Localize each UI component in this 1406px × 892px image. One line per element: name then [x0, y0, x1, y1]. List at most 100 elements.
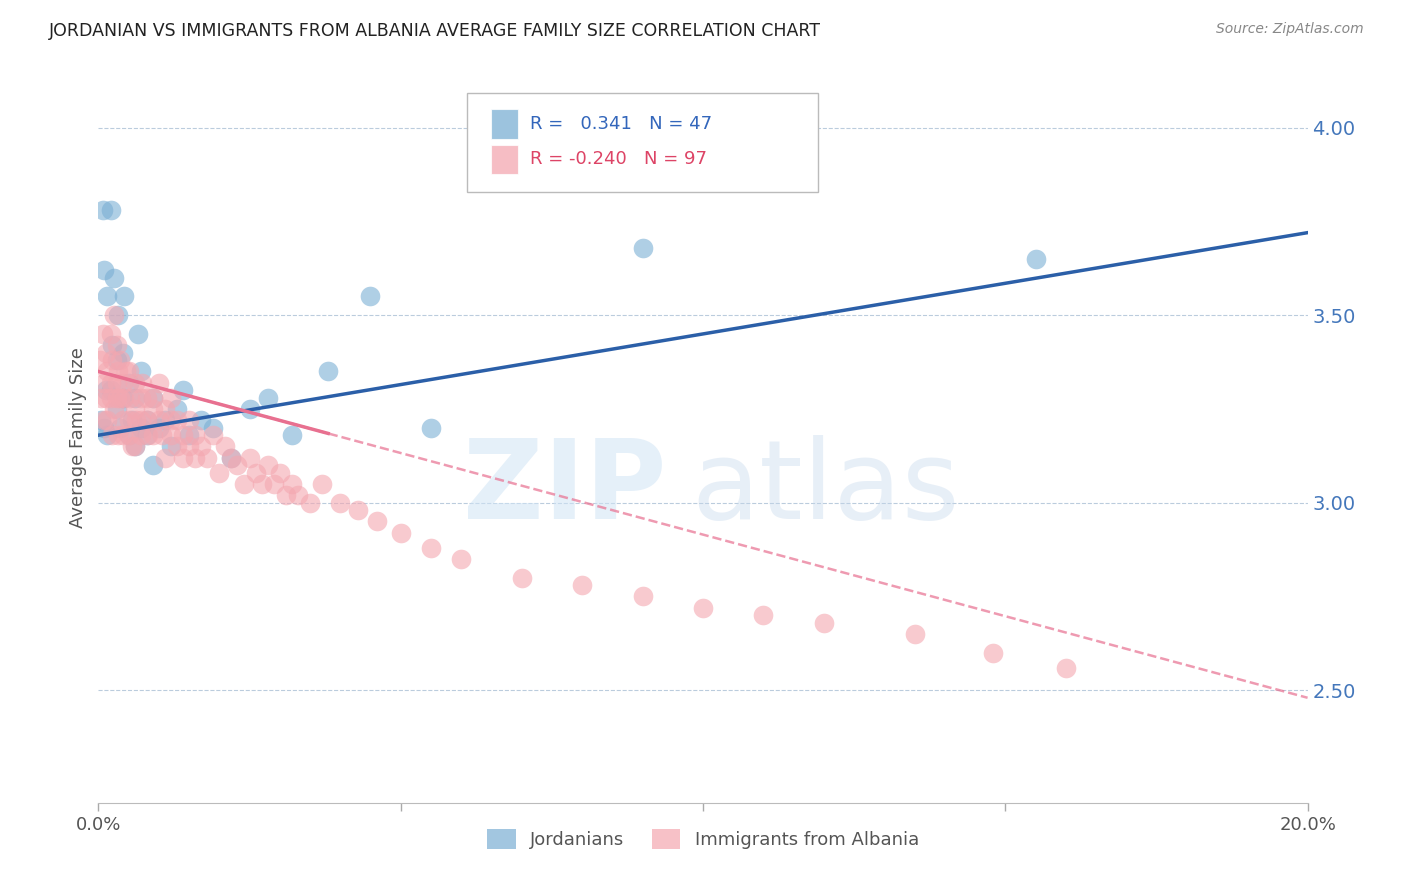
Point [184, 450, 207, 465]
Point [208, 466, 231, 480]
Point [221, 450, 243, 465]
Text: R =   0.341   N = 47: R = 0.341 N = 47 [530, 115, 713, 133]
Y-axis label: Average Family Size: Average Family Size [69, 347, 87, 527]
Point [135, 428, 157, 442]
Point [1024, 252, 1046, 266]
Point [172, 428, 194, 442]
Point [179, 428, 201, 442]
Point [692, 600, 714, 615]
Point [111, 413, 134, 427]
Point [105, 338, 128, 352]
Point [129, 391, 152, 405]
Point [1054, 661, 1077, 675]
Point [91, 203, 114, 218]
Point [450, 552, 472, 566]
Point [90, 391, 112, 405]
Point [150, 428, 173, 442]
FancyBboxPatch shape [467, 94, 818, 192]
FancyBboxPatch shape [492, 145, 517, 174]
Point [124, 376, 146, 390]
Point [124, 401, 146, 416]
Point [118, 391, 141, 405]
Point [631, 590, 654, 604]
Point [389, 525, 412, 540]
Point [981, 646, 1004, 660]
Point [179, 440, 201, 454]
Point [129, 364, 152, 378]
Point [281, 428, 304, 442]
Point [142, 401, 165, 416]
Point [136, 428, 159, 442]
Point [118, 376, 141, 390]
Point [256, 391, 278, 405]
Point [111, 345, 134, 359]
Point [226, 458, 249, 473]
Point [287, 488, 309, 502]
Point [96, 289, 118, 303]
Point [124, 391, 146, 405]
Point [111, 376, 134, 390]
Point [105, 391, 128, 405]
Point [121, 440, 143, 454]
Point [100, 391, 122, 405]
Point [135, 413, 157, 427]
Point [135, 413, 157, 427]
Point [124, 440, 146, 454]
Point [112, 391, 135, 405]
Point [118, 428, 141, 442]
Point [125, 413, 148, 427]
Point [179, 413, 201, 427]
Point [100, 326, 122, 341]
Point [108, 391, 131, 405]
Point [153, 413, 176, 427]
Point [195, 450, 218, 465]
Point [105, 376, 128, 390]
Point [510, 571, 533, 585]
Point [631, 241, 654, 255]
Point [118, 413, 141, 427]
Point [420, 541, 443, 555]
Point [111, 391, 134, 405]
Point [93, 420, 115, 434]
Point [105, 353, 128, 368]
Point [100, 376, 122, 390]
Point [103, 401, 125, 416]
Point [118, 428, 141, 442]
Point [166, 413, 188, 427]
Point [89, 353, 111, 368]
FancyBboxPatch shape [492, 110, 517, 138]
Point [129, 413, 152, 427]
Point [124, 440, 146, 454]
Point [127, 326, 149, 341]
Point [299, 496, 322, 510]
Point [96, 428, 118, 442]
Point [263, 477, 285, 491]
Point [94, 345, 117, 359]
Point [96, 413, 118, 427]
Point [105, 401, 128, 416]
Point [190, 413, 212, 427]
Point [172, 450, 194, 465]
Point [100, 383, 122, 397]
Point [142, 428, 165, 442]
Point [239, 401, 262, 416]
Point [311, 477, 333, 491]
Point [142, 458, 165, 473]
Point [160, 428, 183, 442]
Point [347, 503, 370, 517]
Point [190, 440, 212, 454]
Point [184, 428, 207, 442]
Point [118, 364, 141, 378]
Point [91, 326, 114, 341]
Point [752, 608, 775, 623]
Point [153, 450, 176, 465]
Point [107, 428, 129, 442]
Point [571, 578, 593, 592]
Point [813, 615, 835, 630]
Text: Source: ZipAtlas.com: Source: ZipAtlas.com [1216, 22, 1364, 37]
Point [103, 270, 125, 285]
Point [111, 428, 134, 442]
Point [103, 308, 125, 322]
Legend: Jordanians, Immigrants from Albania: Jordanians, Immigrants from Albania [479, 822, 927, 856]
Point [256, 458, 278, 473]
